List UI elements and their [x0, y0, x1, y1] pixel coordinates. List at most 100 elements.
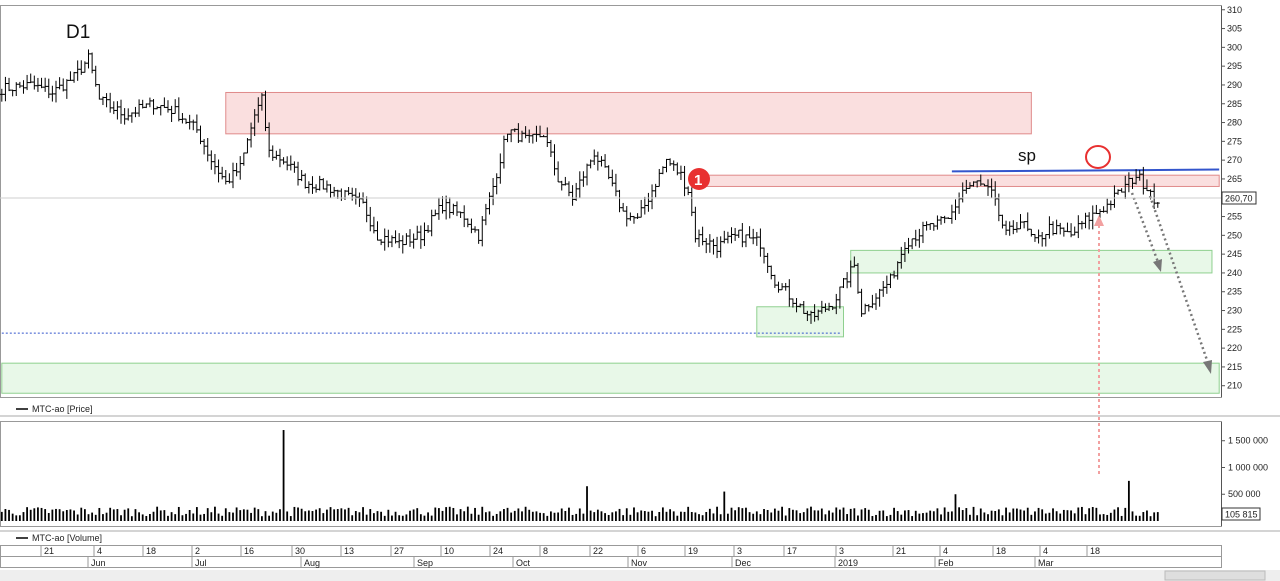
price-bars	[0, 49, 1160, 324]
volume-bar	[55, 508, 57, 521]
volume-bar	[383, 515, 386, 521]
volume-bar	[1001, 515, 1004, 521]
date-axis[interactable]: 21 4 18 2 16 30 13 27 10 24 8 22 6 19 3 17 3 21 4 18 4 18 Jun J…	[0, 545, 1222, 569]
volume-bar	[1015, 508, 1018, 521]
volume-bar	[600, 511, 603, 521]
volume-bar	[885, 516, 888, 521]
volume-bar	[1113, 509, 1116, 521]
volume-bar	[1124, 507, 1127, 521]
volume-bar	[687, 506, 690, 521]
volume-bar	[456, 514, 458, 521]
day-label: 8	[543, 546, 548, 556]
volume-bar	[665, 511, 668, 521]
volume-bar	[763, 509, 765, 521]
volume-bar	[192, 513, 195, 521]
volume-bar	[224, 508, 227, 521]
volume-bar	[116, 509, 119, 521]
volume-bar	[950, 511, 953, 521]
month-label: Mar	[1038, 558, 1054, 568]
volume-bar	[835, 507, 838, 521]
day-label: 24	[493, 546, 503, 556]
volume-tick-label: 1 000 000	[1228, 462, 1268, 472]
sp-annotation: sp	[1018, 146, 1036, 165]
volume-bar	[246, 509, 249, 521]
price-tick-label: 215	[1227, 362, 1242, 372]
volume-bar	[802, 512, 805, 521]
volume-bar	[875, 514, 877, 521]
volume-bar	[423, 515, 426, 521]
day-label: 21	[896, 546, 906, 556]
volume-bar	[1106, 514, 1109, 521]
volume-bar	[1084, 514, 1087, 521]
volume-bar	[1023, 510, 1026, 521]
volume-bar	[1037, 507, 1040, 521]
volume-bar	[867, 509, 870, 521]
volume-bar	[232, 512, 234, 521]
volume-bar	[1077, 507, 1080, 521]
volume-bar	[846, 514, 849, 521]
volume-bar	[11, 513, 14, 521]
volume-bar	[961, 510, 964, 521]
volume-bar	[1135, 515, 1138, 521]
month-label: Sep	[417, 558, 433, 568]
volume-bar	[1044, 513, 1047, 521]
resistance-zone-0	[225, 91, 1032, 135]
volume-bar	[398, 515, 401, 521]
month-label: Oct	[516, 558, 531, 568]
price-tick-label: 280	[1227, 118, 1242, 128]
volume-bar	[503, 509, 505, 521]
volume-bar	[1062, 509, 1065, 521]
volume-bar	[1099, 514, 1101, 521]
price-tick-label: 300	[1227, 42, 1242, 52]
volume-bar	[271, 511, 274, 521]
volume-bar	[282, 430, 285, 521]
scrollbar-thumb[interactable]	[1164, 570, 1266, 581]
volume-bar	[228, 512, 231, 521]
volume-bar	[528, 509, 531, 521]
volume-bar	[777, 510, 780, 521]
volume-bar	[495, 513, 498, 521]
last-price-tag	[1221, 191, 1257, 205]
price-tick-label: 295	[1227, 61, 1242, 71]
volume-bar	[430, 515, 433, 521]
volume-bar	[900, 514, 903, 521]
volume-bar	[806, 508, 809, 521]
volume-bar	[217, 513, 220, 521]
volume-bar	[459, 509, 462, 521]
volume-bar	[372, 513, 375, 521]
volume-bar	[1048, 512, 1051, 521]
volume-bar	[553, 512, 556, 521]
volume-bar	[387, 509, 390, 521]
horizontal-scrollbar[interactable]	[0, 570, 1280, 581]
volume-bar	[1142, 512, 1145, 521]
volume-bar	[4, 509, 7, 521]
volume-bar	[907, 510, 910, 521]
volume-bar	[770, 512, 773, 521]
price-tick-label: 290	[1227, 80, 1242, 90]
volume-bar	[896, 511, 899, 521]
volume-bar	[1034, 511, 1036, 521]
volume-bar	[542, 513, 545, 521]
volume-bar	[351, 515, 354, 521]
volume-bar	[188, 509, 191, 521]
volume-bar	[640, 510, 643, 521]
volume-bar	[513, 510, 516, 521]
volume-bar	[1066, 510, 1069, 521]
volume-bar	[997, 509, 1000, 521]
volume-bar	[264, 511, 267, 521]
volume-bar	[69, 509, 72, 521]
day-label: 13	[344, 546, 354, 556]
price-tick-label: 230	[1227, 306, 1242, 316]
volume-bar	[65, 510, 68, 521]
volume-bar	[463, 511, 466, 521]
volume-bar	[752, 513, 755, 521]
volume-bar	[1091, 507, 1094, 521]
day-label: 10	[444, 546, 454, 556]
volume-bar	[549, 511, 552, 521]
volume-bar	[91, 512, 94, 521]
volume-bar	[727, 513, 729, 521]
volume-bar	[112, 509, 115, 521]
volume-bar	[853, 508, 856, 521]
price-tick-label: 255	[1227, 212, 1242, 222]
